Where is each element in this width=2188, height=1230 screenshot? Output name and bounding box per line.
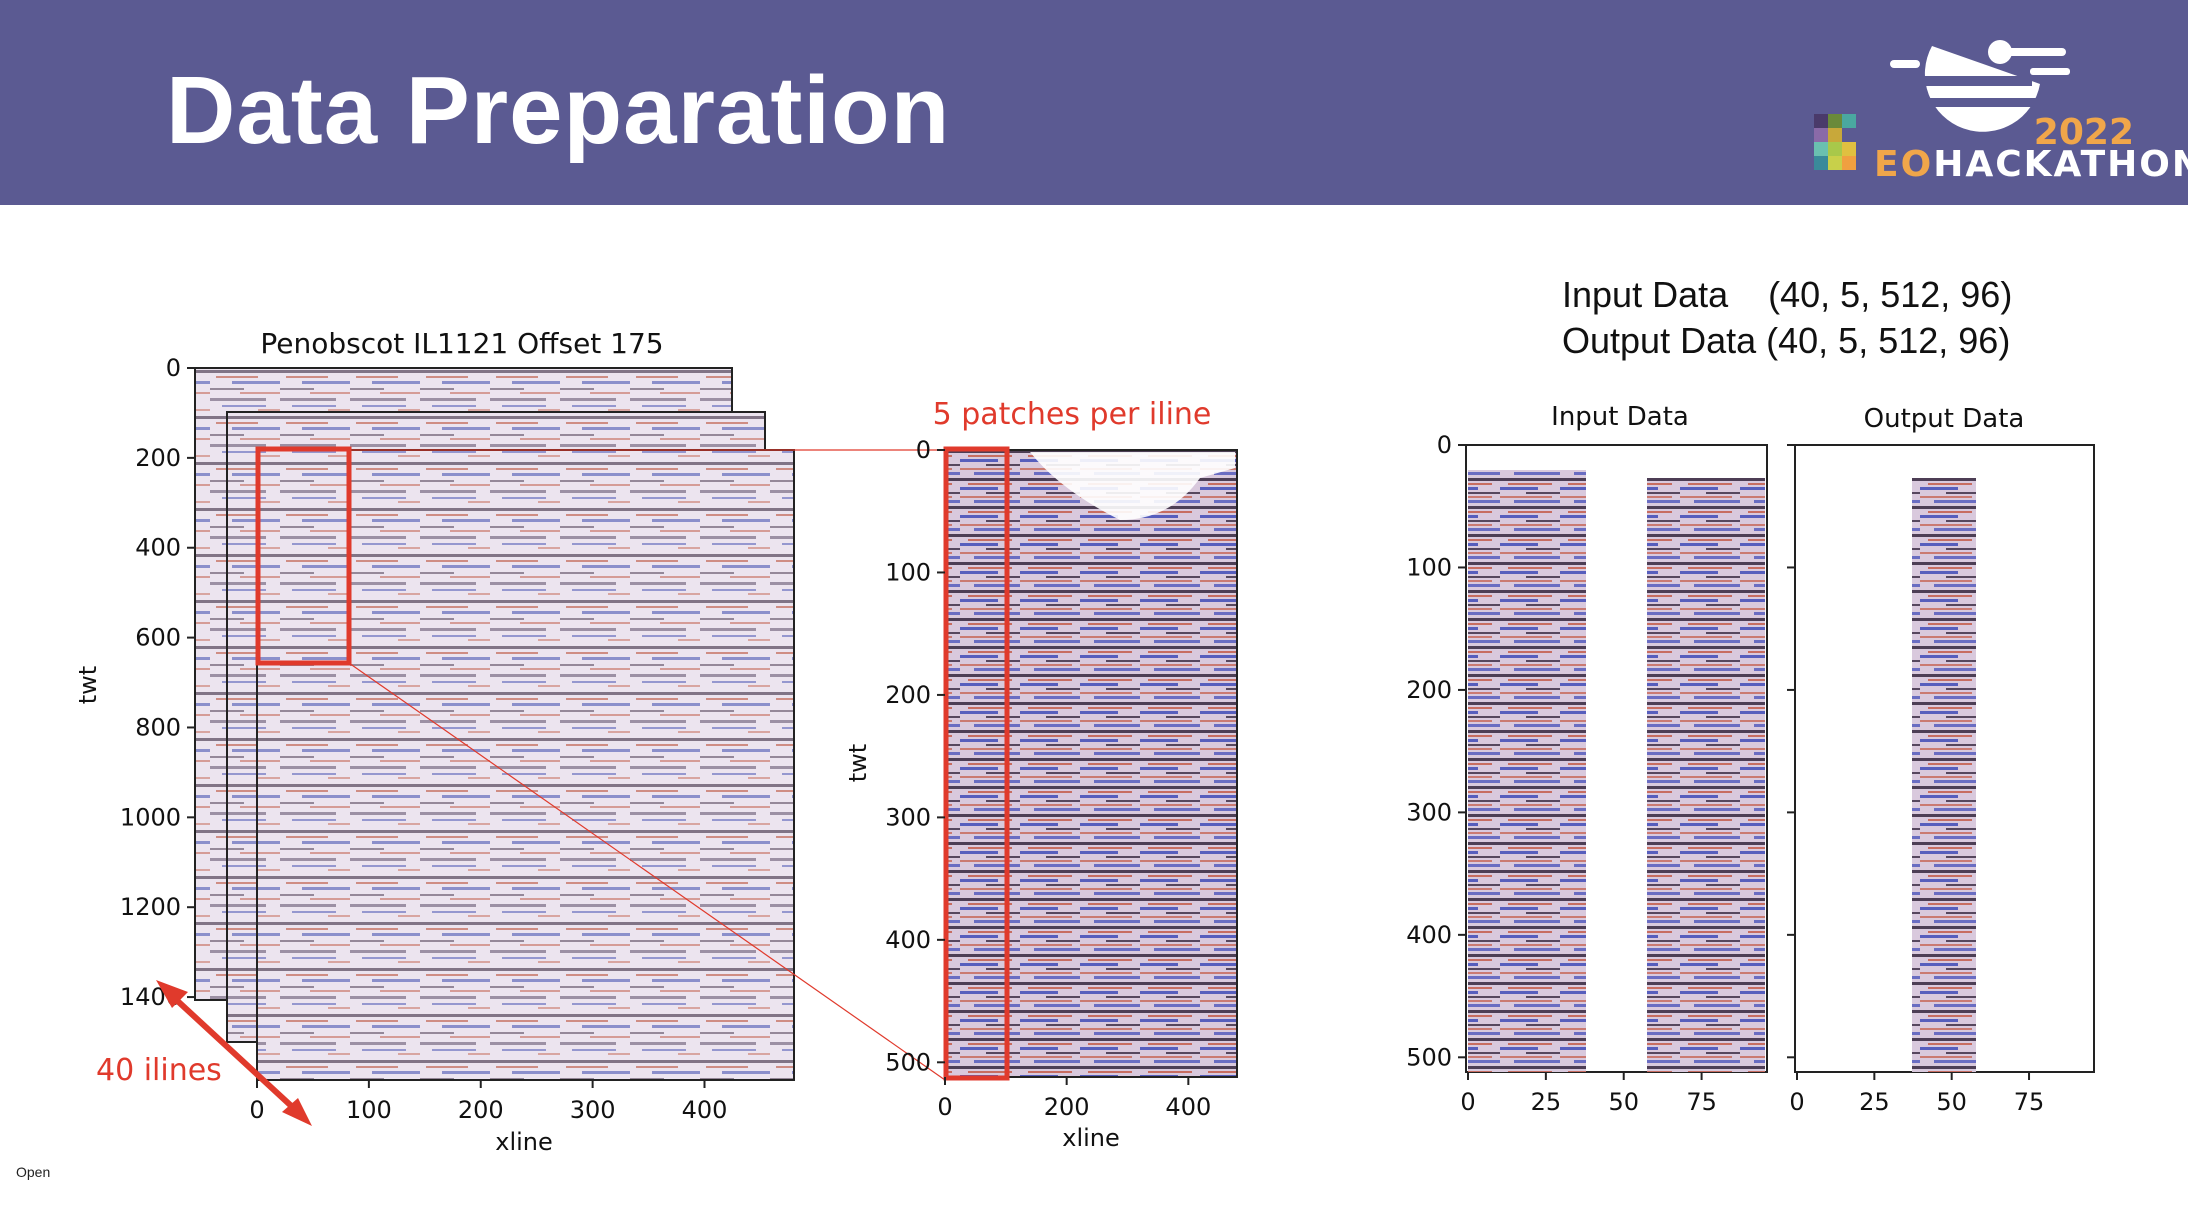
x-tick-label: 25 (1859, 1088, 1890, 1116)
chart-3-x-ticks: 0 25 50 75 (1787, 444, 2045, 1116)
y-tick-label: 100 (1406, 553, 1452, 581)
x-tick-label: 0 (1460, 1088, 1475, 1116)
seismic-stack (194, 367, 795, 1081)
x-tick-label: 25 (1531, 1088, 1562, 1116)
y-tick-label: 200 (1406, 676, 1452, 704)
x-tick-label: 0 (1789, 1088, 1804, 1116)
output-patch (1912, 478, 1976, 1072)
chart-3-title: Output Data (1864, 404, 2025, 434)
output-shape-label: Output Data (1562, 320, 1757, 361)
chart-1-xlabel: xline (1062, 1124, 1120, 1152)
x-tick-label: 0 (249, 1096, 264, 1124)
y-tick-label: 500 (885, 1048, 931, 1076)
chart-1-ylabel: twt (844, 744, 872, 782)
footer-label: Open (16, 1164, 51, 1180)
chart-0-x-ticks: 0 100 200 300 400 (249, 1080, 727, 1124)
figure-canvas: Penobscot IL1121 Offset 175 twt xline 0 2… (74, 327, 2095, 1156)
zoom-line-bottom (348, 662, 946, 1081)
chart-0-xlabel: xline (495, 1128, 553, 1156)
input-shape-label: Input Data (1562, 274, 1729, 315)
chart-1-top-mute (1000, 452, 1235, 520)
chart-2-x-ticks: 0 25 50 75 (1460, 1072, 1717, 1116)
x-tick-label: 0 (937, 1093, 952, 1121)
y-tick-label: 0 (166, 354, 181, 382)
output-shape-line: Output Data (40, 5, 512, 96) (1562, 318, 2012, 364)
satellite-icon (1814, 40, 2070, 170)
chart-1-x-ticks: 0 200 400 (937, 1077, 1211, 1121)
y-tick-label: 300 (1406, 798, 1452, 826)
chart-2-y-ticks: 0 100 200 300 400 500 (1406, 431, 1466, 1071)
output-shape-value: (40, 5, 512, 96) (1766, 320, 2011, 361)
x-tick-label: 75 (2014, 1088, 2045, 1116)
y-tick-label: 1200 (120, 893, 181, 921)
x-tick-label: 100 (346, 1096, 392, 1124)
x-tick-label: 75 (1686, 1088, 1717, 1116)
x-tick-label: 50 (1608, 1088, 1639, 1116)
chart-1-y-ticks: 0 100 200 300 400 500 (885, 436, 945, 1076)
logo-name: EOHACKATHON (1874, 144, 2188, 185)
input-patch-left (1468, 470, 1586, 1072)
logo-name-prefix: EO (1874, 144, 1934, 185)
input-shape-line: Input Data (40, 5, 512, 96) (1562, 272, 2012, 318)
chart-1-plot-area (944, 449, 1238, 1078)
slide-title: Data Preparation (166, 57, 951, 164)
y-tick-label: 600 (135, 624, 181, 652)
y-tick-label: 300 (885, 803, 931, 831)
y-tick-label: 400 (1406, 921, 1452, 949)
patch-highlight-box (255, 446, 352, 666)
shape-info: Input Data (40, 5, 512, 96) Output Data (… (1562, 272, 2012, 364)
y-tick-label: 1000 (120, 803, 181, 831)
y-tick-label: 200 (885, 681, 931, 709)
y-tick-label: 500 (1406, 1043, 1452, 1071)
y-tick-label: 0 (916, 436, 931, 464)
eo-hackathon-logo: 2022 EOHACKATHON (1810, 26, 2188, 186)
slide-header (0, 0, 2188, 205)
iline-arrow (156, 980, 312, 1126)
chart-1-patch-box (943, 446, 1010, 1081)
logo-year: 2022 (2033, 112, 2134, 153)
x-tick-label: 400 (682, 1096, 728, 1124)
y-tick-label: 200 (135, 444, 181, 472)
x-tick-label: 400 (1165, 1093, 1211, 1121)
input-shape-value: (40, 5, 512, 96) (1768, 274, 2013, 315)
iline-count-label: 40 ilines (96, 1053, 222, 1088)
logo-name-suffix: HACKATHON (1933, 144, 2188, 185)
chart-0-ylabel: twt (74, 666, 102, 704)
x-tick-label: 300 (570, 1096, 616, 1124)
chart-0-title: Penobscot IL1121 Offset 175 (260, 327, 663, 360)
y-tick-label: 800 (135, 713, 181, 741)
x-tick-label: 200 (458, 1096, 504, 1124)
y-tick-label: 400 (885, 926, 931, 954)
y-tick-label: 0 (1437, 431, 1452, 459)
input-patch-right (1647, 478, 1765, 1072)
chart-2-title: Input Data (1551, 402, 1689, 432)
x-tick-label: 50 (1936, 1088, 1967, 1116)
y-tick-label: 400 (135, 534, 181, 562)
stack-front-panel (256, 449, 795, 1081)
y-tick-label: 100 (885, 558, 931, 586)
x-tick-label: 200 (1044, 1093, 1090, 1121)
patches-label: 5 patches per iline (933, 397, 1212, 432)
